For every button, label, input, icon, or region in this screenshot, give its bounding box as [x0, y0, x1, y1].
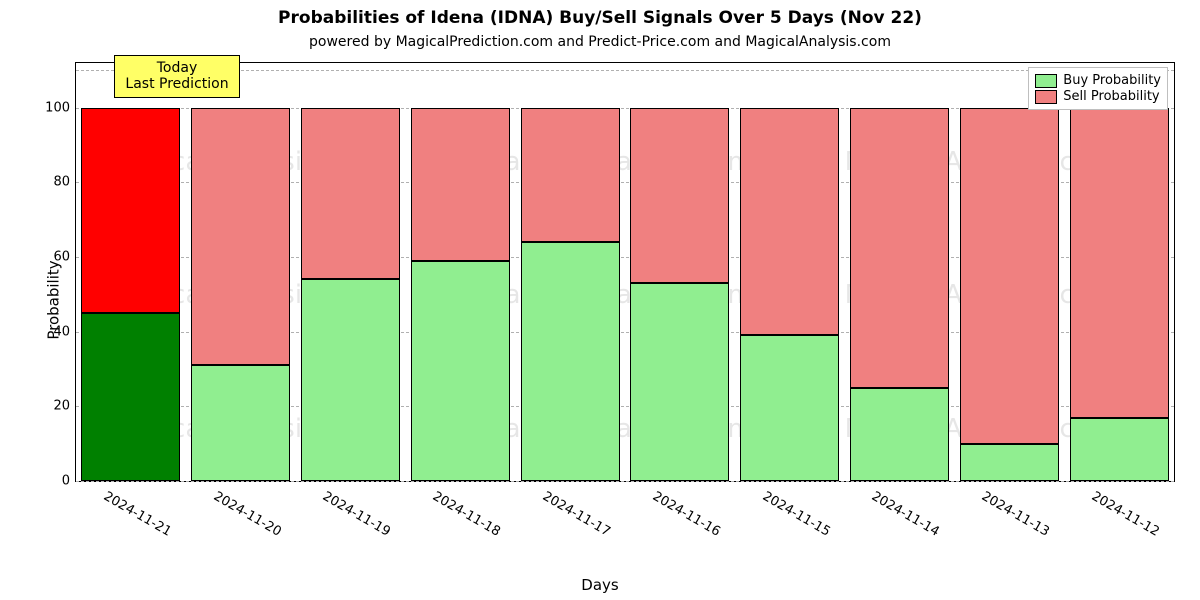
xtick-label: 2024-11-12: [1089, 489, 1162, 540]
xtick-label: 2024-11-17: [540, 489, 613, 540]
ytick-label: 20: [53, 399, 70, 414]
bar-sell: [411, 108, 510, 261]
bar-sell: [81, 108, 180, 313]
bar-buy: [630, 283, 729, 481]
ytick-label: 100: [45, 100, 70, 115]
chart-subtitle: powered by MagicalPrediction.com and Pre…: [0, 34, 1200, 50]
ytick-label: 60: [53, 250, 70, 265]
plot-area: 020406080100MagicalAnalysis.comMagicalAn…: [75, 62, 1175, 482]
bar-buy: [301, 279, 400, 481]
ytick-label: 40: [53, 324, 70, 339]
bar-buy: [740, 335, 839, 481]
xtick-label: 2024-11-20: [211, 489, 284, 540]
annotation-line2: Last Prediction: [125, 76, 228, 93]
bar-slot: 2024-11-14: [850, 63, 949, 481]
bar-slot: 2024-11-13: [960, 63, 1059, 481]
bar-sell: [630, 108, 729, 283]
bar-sell: [1070, 108, 1169, 418]
xtick-label: 2024-11-19: [320, 489, 393, 540]
xtick-label: 2024-11-15: [760, 489, 833, 540]
ytick-label: 80: [53, 175, 70, 190]
bar-sell: [960, 108, 1059, 444]
xtick-label: 2024-11-14: [869, 489, 942, 540]
bar-buy: [850, 388, 949, 481]
xtick-label: 2024-11-21: [101, 489, 174, 540]
bar-buy: [960, 444, 1059, 481]
gridline: [76, 481, 1174, 482]
x-axis-label: Days: [0, 576, 1200, 594]
bar-slot: 2024-11-15: [740, 63, 839, 481]
bar-sell: [301, 108, 400, 280]
xtick-label: 2024-11-18: [430, 489, 503, 540]
annotation-line1: Today: [125, 60, 228, 77]
bar-slot: 2024-11-19: [301, 63, 400, 481]
today-annotation: TodayLast Prediction: [114, 55, 239, 99]
bar-buy: [1070, 418, 1169, 481]
bar-buy: [81, 313, 180, 481]
chart-container: Probabilities of Idena (IDNA) Buy/Sell S…: [0, 0, 1200, 600]
legend-label: Buy Probability: [1063, 73, 1161, 88]
xtick-label: 2024-11-16: [650, 489, 723, 540]
legend-swatch: [1035, 74, 1057, 88]
legend: Buy ProbabilitySell Probability: [1028, 67, 1168, 110]
legend-item: Buy Probability: [1035, 73, 1161, 88]
bar-sell: [740, 108, 839, 336]
xtick-label: 2024-11-13: [979, 489, 1052, 540]
bar-sell: [191, 108, 290, 366]
bar-slot: 2024-11-12: [1070, 63, 1169, 481]
legend-swatch: [1035, 90, 1057, 104]
bar-slot: 2024-11-20: [191, 63, 290, 481]
legend-label: Sell Probability: [1063, 89, 1159, 104]
bar-sell: [850, 108, 949, 388]
bar-slot: 2024-11-17: [521, 63, 620, 481]
legend-item: Sell Probability: [1035, 89, 1161, 104]
chart-title: Probabilities of Idena (IDNA) Buy/Sell S…: [0, 8, 1200, 28]
ytick-label: 0: [62, 474, 70, 489]
bar-buy: [411, 261, 510, 481]
bar-buy: [191, 365, 290, 481]
bar-sell: [521, 108, 620, 242]
bar-slot: 2024-11-18: [411, 63, 510, 481]
bar-slot: 2024-11-16: [630, 63, 729, 481]
bar-slot: 2024-11-21: [81, 63, 180, 481]
bar-buy: [521, 242, 620, 481]
